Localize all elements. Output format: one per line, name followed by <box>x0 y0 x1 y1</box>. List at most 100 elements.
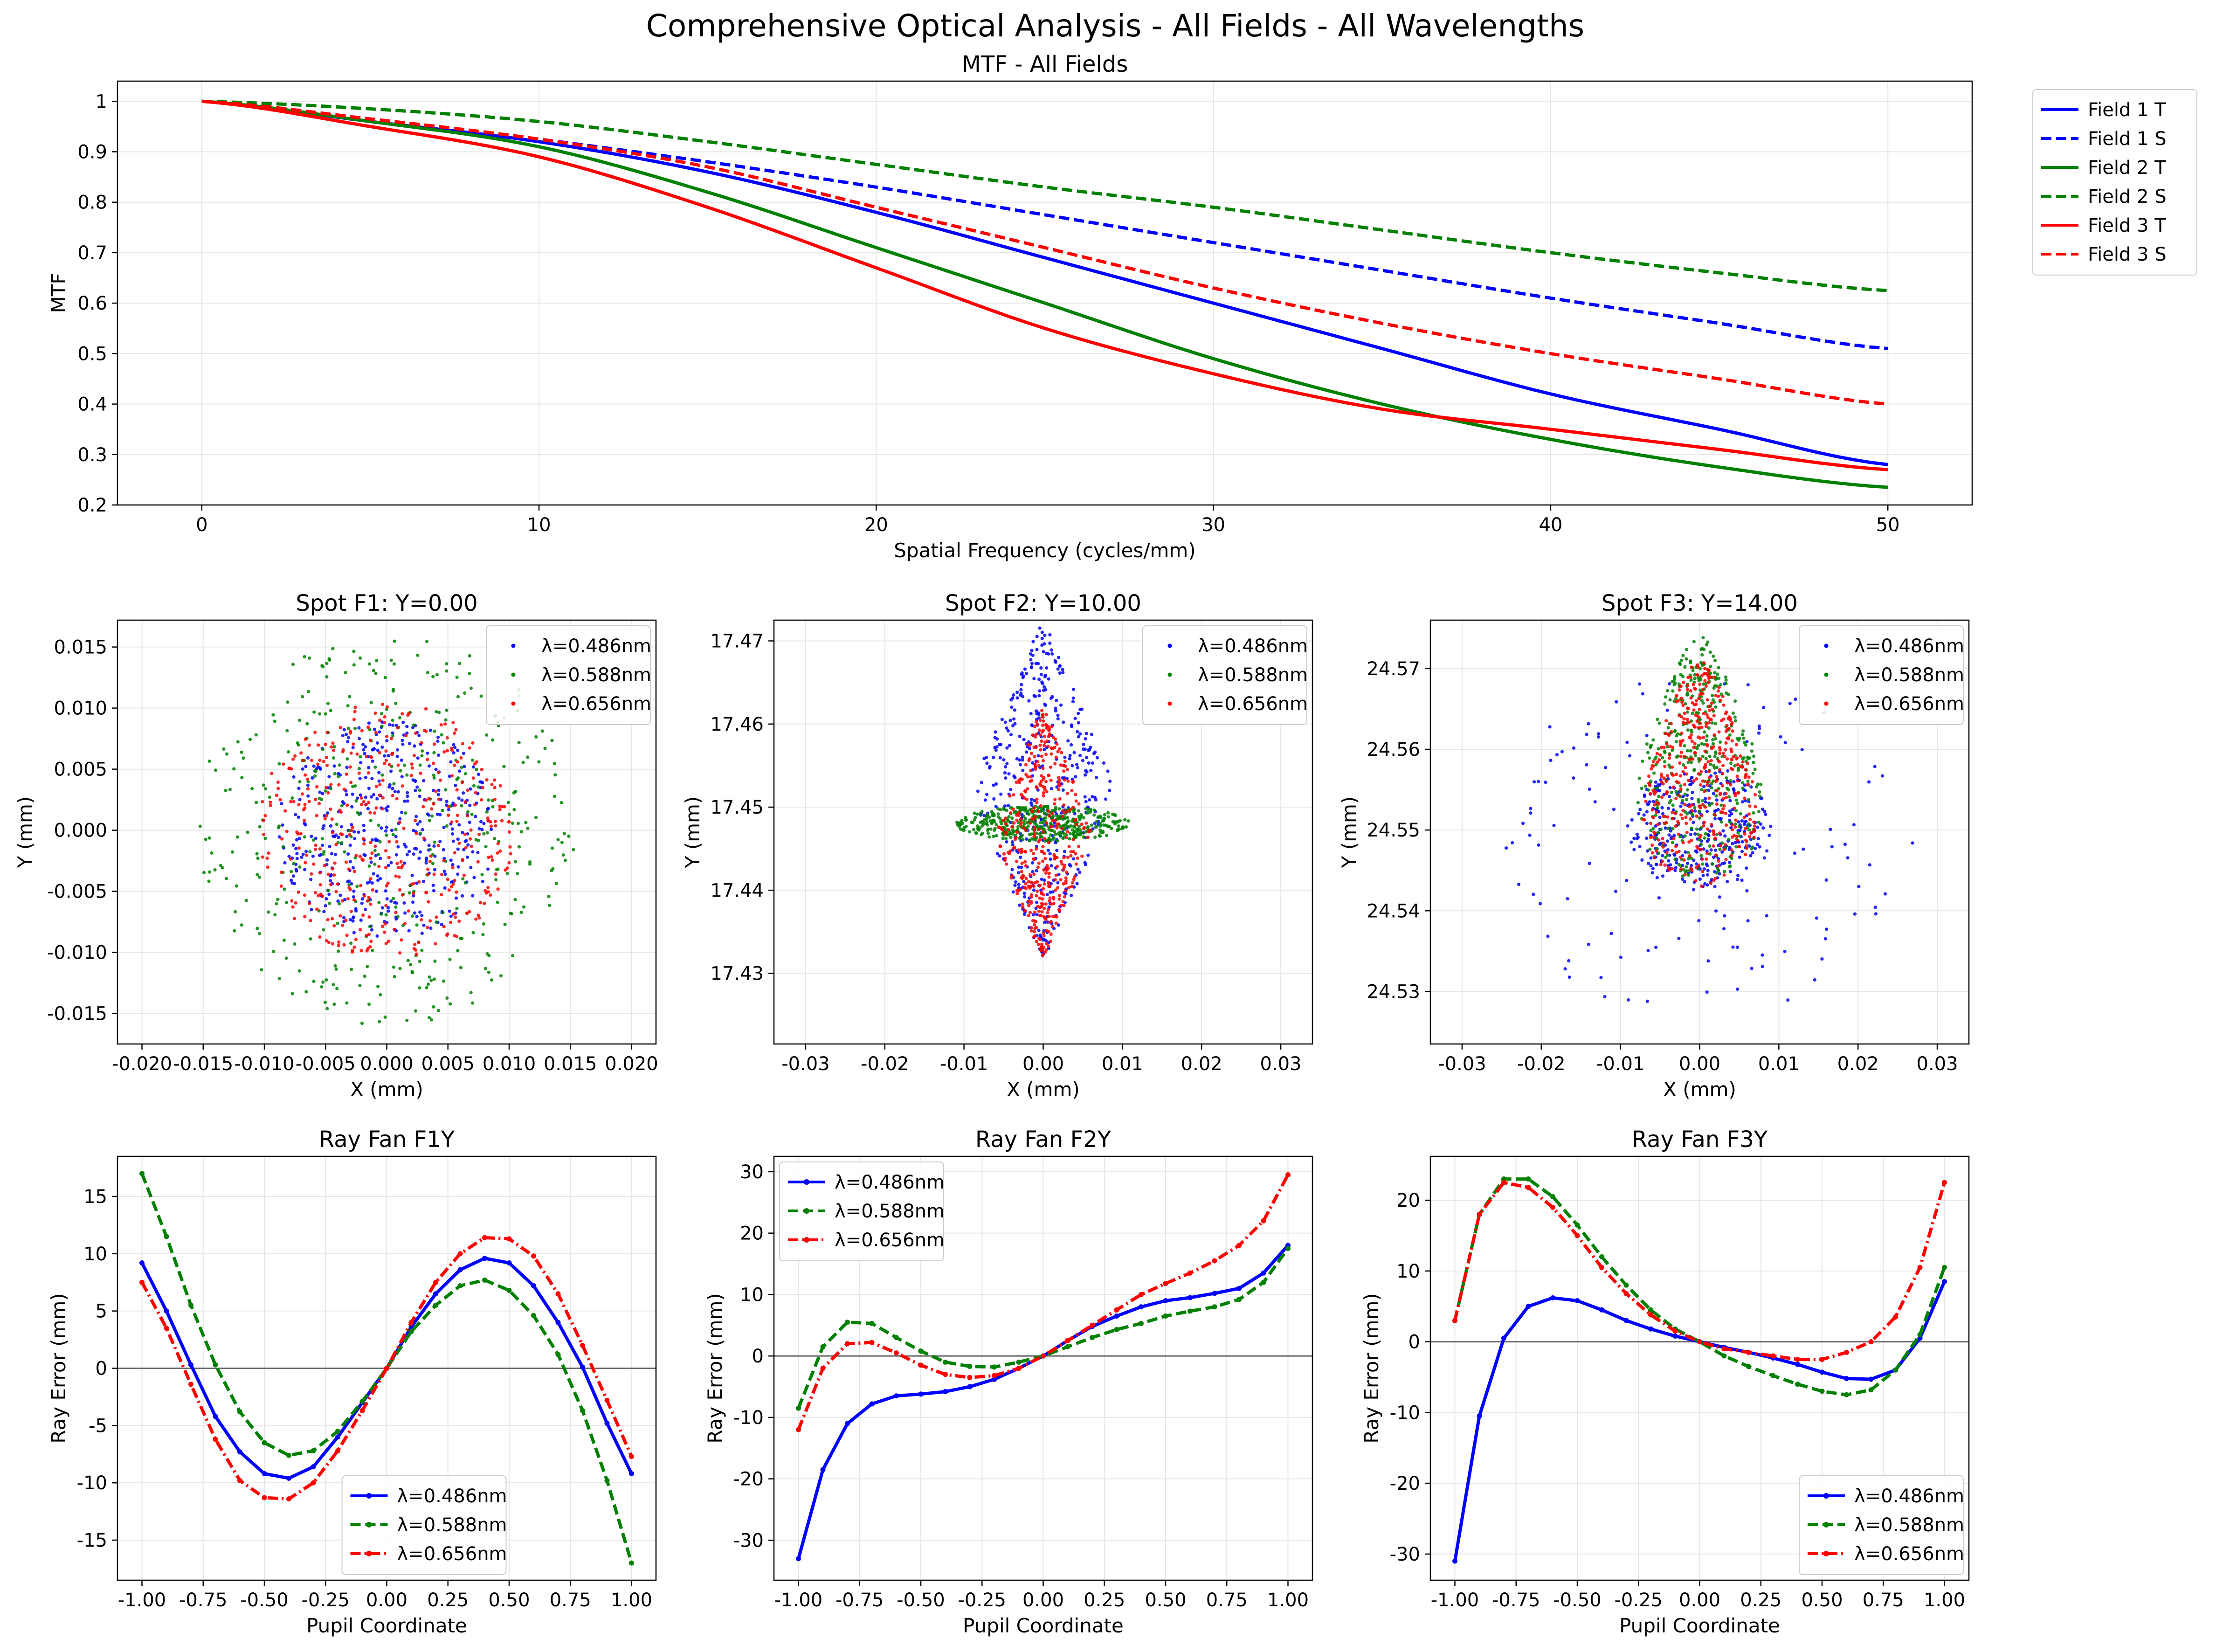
spot-point <box>325 858 329 862</box>
spot-point <box>418 820 422 824</box>
spot-point <box>472 784 476 788</box>
spot-point <box>292 917 297 920</box>
data-point <box>1917 1265 1923 1270</box>
spot-point <box>516 822 520 825</box>
spot-point <box>1758 845 1761 849</box>
spot-point <box>435 710 438 714</box>
spot-point <box>1699 783 1703 787</box>
legend-marker <box>366 1493 372 1499</box>
spot-point <box>397 875 401 879</box>
spot-point <box>1762 856 1766 860</box>
spot-point <box>337 949 340 953</box>
spot-point <box>1041 845 1045 849</box>
spot-point <box>255 926 259 930</box>
spot-point <box>1744 743 1747 747</box>
series-line <box>1453 1177 1946 1396</box>
spot-point <box>436 735 440 739</box>
spot-point <box>271 713 275 717</box>
spot-point <box>321 852 325 856</box>
spot-point <box>451 839 455 843</box>
spot-point <box>380 745 384 749</box>
spot-point <box>1019 793 1023 796</box>
spot-point <box>432 889 436 892</box>
spot-point <box>1057 908 1061 912</box>
spot-point <box>1029 712 1033 716</box>
spot-point <box>1037 909 1041 913</box>
spot-point <box>1717 694 1720 698</box>
spot-point <box>294 901 297 905</box>
spot-point <box>436 843 440 848</box>
x-tick-label: -0.03 <box>781 1053 830 1075</box>
spot-point <box>1022 796 1026 800</box>
spot-point <box>1658 816 1662 819</box>
y-tick-label: -20 <box>1390 1473 1420 1494</box>
spot-point <box>1689 696 1693 700</box>
spot-point <box>1666 815 1670 819</box>
spot-point <box>291 663 295 666</box>
spot-point <box>396 726 400 730</box>
spot-point <box>1043 906 1046 910</box>
spot-point <box>377 864 381 868</box>
spot-point <box>1019 688 1023 691</box>
spot-point <box>1684 850 1687 854</box>
spot-point <box>292 800 296 803</box>
spot-point <box>1641 817 1645 821</box>
spot-point <box>1692 858 1696 862</box>
spot-point <box>202 871 206 874</box>
spot-point <box>463 765 466 768</box>
spot-point <box>350 829 353 832</box>
spot-point <box>1042 791 1045 795</box>
spot-point <box>493 820 497 823</box>
spot-point <box>440 923 443 926</box>
spot-point <box>394 828 398 831</box>
spot-point <box>1043 812 1046 816</box>
spot-point <box>1705 864 1709 867</box>
spot-point <box>1730 848 1733 852</box>
spot-point <box>1730 857 1733 860</box>
spot-point <box>393 975 396 979</box>
spot-point <box>364 803 368 807</box>
spot-point <box>1032 930 1036 933</box>
spot-point <box>1713 836 1717 840</box>
spot-point <box>1736 820 1740 824</box>
spot-point <box>985 813 989 817</box>
spot-point <box>390 829 394 832</box>
spot-point <box>1101 829 1105 833</box>
spot-point <box>1102 761 1106 765</box>
spot-point <box>1702 785 1706 788</box>
spot-point <box>254 733 258 737</box>
spot-point <box>1724 741 1728 745</box>
spot-point <box>1711 694 1714 698</box>
spot-point <box>1641 760 1644 763</box>
spot-point <box>441 911 445 914</box>
spot-point <box>470 758 475 762</box>
data-point <box>482 1235 487 1240</box>
spot-point <box>1712 829 1715 833</box>
spot-point <box>1761 965 1764 968</box>
data-point <box>1599 1254 1604 1259</box>
spot-point <box>359 918 363 922</box>
spot-point <box>999 743 1003 747</box>
spot-point <box>336 921 339 925</box>
spot-point <box>482 832 486 836</box>
spot-point <box>1017 848 1021 852</box>
spot-point <box>1023 909 1027 912</box>
spot-point <box>1733 764 1737 767</box>
spot-point <box>1084 863 1087 866</box>
spot-point <box>353 705 357 709</box>
spot-point <box>1718 760 1721 764</box>
spot-point <box>445 736 449 740</box>
spot-point <box>1694 699 1698 703</box>
legend-label: λ=0.486nm <box>1198 636 1308 657</box>
spot-point <box>420 913 424 918</box>
spot-point <box>1690 809 1694 813</box>
y-tick-label: 1 <box>96 91 107 112</box>
axes-frame <box>773 1155 1313 1581</box>
spot-point <box>1730 750 1733 753</box>
spot-point <box>385 739 389 743</box>
spot-point <box>1035 940 1038 943</box>
x-tick-label: -0.75 <box>179 1590 228 1611</box>
spot-point <box>1049 864 1053 868</box>
spot-point <box>1753 824 1757 828</box>
spot-point <box>359 928 362 932</box>
